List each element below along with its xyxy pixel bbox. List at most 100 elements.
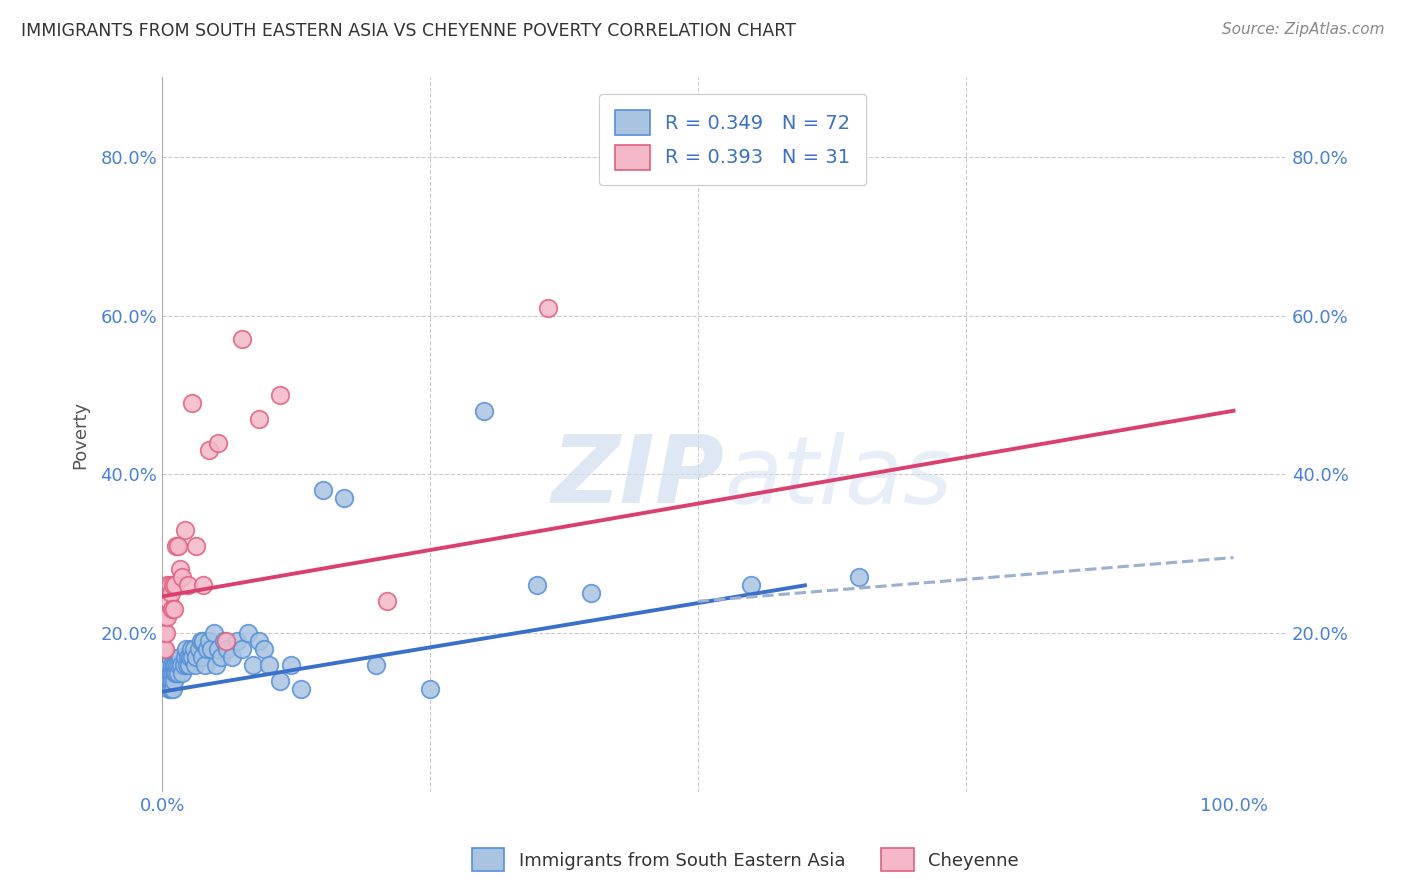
Point	[159, 578, 181, 592]
Point	[176, 657, 198, 672]
Point	[190, 634, 212, 648]
Point	[191, 578, 214, 592]
Point	[209, 649, 232, 664]
Legend: Immigrants from South Eastern Asia, Cheyenne: Immigrants from South Eastern Asia, Chey…	[464, 841, 1026, 879]
Point	[160, 657, 183, 672]
Point	[537, 301, 560, 315]
Point	[848, 570, 870, 584]
Point	[160, 673, 183, 688]
Point	[366, 657, 388, 672]
Point	[269, 673, 291, 688]
Point	[155, 641, 177, 656]
Point	[526, 578, 548, 592]
Point	[173, 657, 195, 672]
Point	[242, 657, 264, 672]
Point	[163, 665, 186, 680]
Point	[165, 539, 187, 553]
Point	[180, 641, 202, 656]
Point	[155, 626, 177, 640]
Point	[156, 578, 179, 592]
Y-axis label: Poverty: Poverty	[72, 401, 89, 468]
Point	[163, 673, 186, 688]
Point	[177, 578, 200, 592]
Point	[159, 586, 181, 600]
Point	[312, 483, 335, 497]
Point	[163, 657, 186, 672]
Text: IMMIGRANTS FROM SOUTH EASTERN ASIA VS CHEYENNE POVERTY CORRELATION CHART: IMMIGRANTS FROM SOUTH EASTERN ASIA VS CH…	[21, 22, 796, 40]
Point	[231, 332, 253, 346]
Point	[579, 586, 602, 600]
Point	[257, 657, 280, 672]
Point	[221, 649, 243, 664]
Point	[191, 634, 214, 648]
Point	[198, 634, 221, 648]
Point	[173, 649, 195, 664]
Point	[159, 649, 181, 664]
Point	[198, 443, 221, 458]
Point	[169, 649, 191, 664]
Point	[157, 657, 180, 672]
Point	[419, 681, 441, 696]
Point	[186, 539, 208, 553]
Point	[207, 641, 229, 656]
Point	[157, 681, 180, 696]
Point	[172, 665, 194, 680]
Text: ZIP: ZIP	[551, 432, 724, 524]
Point	[156, 665, 179, 680]
Point	[207, 435, 229, 450]
Text: atlas: atlas	[724, 432, 953, 523]
Point	[155, 610, 177, 624]
Point	[194, 657, 217, 672]
Point	[202, 626, 225, 640]
Point	[181, 396, 204, 410]
Point	[177, 649, 200, 664]
Point	[215, 634, 238, 648]
Point	[155, 657, 177, 672]
Point	[172, 570, 194, 584]
Point	[333, 491, 356, 505]
Point	[472, 403, 495, 417]
Point	[163, 578, 186, 592]
Point	[165, 665, 187, 680]
Point	[173, 523, 195, 537]
Point	[152, 641, 174, 656]
Point	[200, 641, 222, 656]
Point	[167, 539, 190, 553]
Point	[204, 657, 226, 672]
Point	[181, 649, 204, 664]
Point	[159, 673, 181, 688]
Point	[162, 665, 184, 680]
Point	[153, 673, 176, 688]
Point	[162, 681, 184, 696]
Point	[159, 681, 181, 696]
Point	[217, 641, 239, 656]
Point	[247, 411, 270, 425]
Point	[160, 602, 183, 616]
Point	[169, 562, 191, 576]
Point	[231, 641, 253, 656]
Point	[187, 641, 209, 656]
Point	[236, 626, 259, 640]
Point	[247, 634, 270, 648]
Point	[163, 602, 186, 616]
Point	[166, 657, 188, 672]
Point	[212, 634, 235, 648]
Point	[183, 641, 205, 656]
Point	[153, 626, 176, 640]
Point	[170, 657, 193, 672]
Point	[186, 649, 208, 664]
Legend: R = 0.349   N = 72, R = 0.393   N = 31: R = 0.349 N = 72, R = 0.393 N = 31	[599, 95, 866, 186]
Point	[174, 641, 197, 656]
Point	[159, 665, 181, 680]
Point	[162, 578, 184, 592]
Point	[375, 594, 398, 608]
Point	[167, 657, 190, 672]
Point	[290, 681, 312, 696]
Point	[190, 649, 212, 664]
Point	[177, 657, 200, 672]
Point	[740, 578, 762, 592]
Point	[184, 657, 207, 672]
Point	[179, 649, 201, 664]
Point	[163, 657, 186, 672]
Point	[167, 665, 190, 680]
